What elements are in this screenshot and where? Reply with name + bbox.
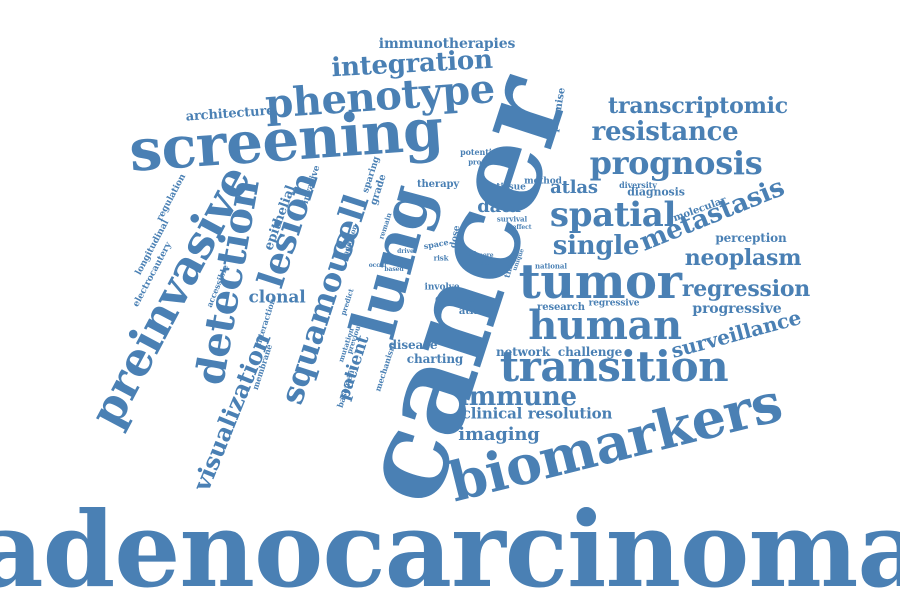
word-novel: novel [487,268,505,275]
word-trial: trial [459,249,477,259]
word-single: single [552,231,640,261]
word-driver: driver [397,248,417,255]
word-research: research [537,302,585,313]
word-occur: occur [368,262,388,269]
word-transcriptomic: transcriptomic [608,93,788,119]
word-network: network [495,345,551,359]
word-charting: charting [406,352,464,366]
word-risk: risk [433,253,449,263]
word-clonal: clonal [248,287,306,308]
word-prognosis: prognosis [589,144,763,182]
word-human: human [528,302,682,349]
word-perception: perception [715,231,787,245]
word-method: method [524,176,562,187]
word-resistance: resistance [591,117,739,147]
word-tissue: tissue [496,182,526,193]
word-resolution: resolution [527,404,613,423]
word-tumor: tumor [518,254,682,310]
word-regressive: regressive [588,298,640,309]
word-more: more [476,252,494,259]
word-potential: potential [460,147,500,157]
word-atlases: atlases [458,306,498,317]
word-change: change [435,294,475,305]
word-immune: immune [459,382,577,412]
word-immunotherapies: immunotherapies [378,36,516,52]
word-clinical: clinical [461,404,523,423]
word-neoplasm: neoplasm [684,245,802,271]
word-national: national [535,261,567,271]
word-spatial: spatial [549,195,677,235]
word-better: better [476,260,498,267]
word-therapy: therapy [416,179,460,190]
word-survival: survival [496,214,528,224]
word-transition: transition [499,342,729,391]
word-stage: stage [390,238,408,245]
word-progressive: progressive [692,301,782,317]
word-adenocarcinoma: adenocarcinoma [0,488,900,590]
word-regression: regression [681,276,811,302]
word-effect: effect [512,224,532,231]
word-imaging: imaging [458,424,540,445]
word-diagnosis: diagnosis [627,185,685,199]
word-disease: disease [388,338,438,352]
word-challenge: challenge [557,345,623,359]
word-atlas: atlas [550,177,598,198]
word-diversity: diversity [619,180,657,190]
word-data: data [477,196,521,217]
word-based: based [384,266,404,273]
word-progress: progress [468,157,502,167]
word-involve: involve [424,282,460,293]
